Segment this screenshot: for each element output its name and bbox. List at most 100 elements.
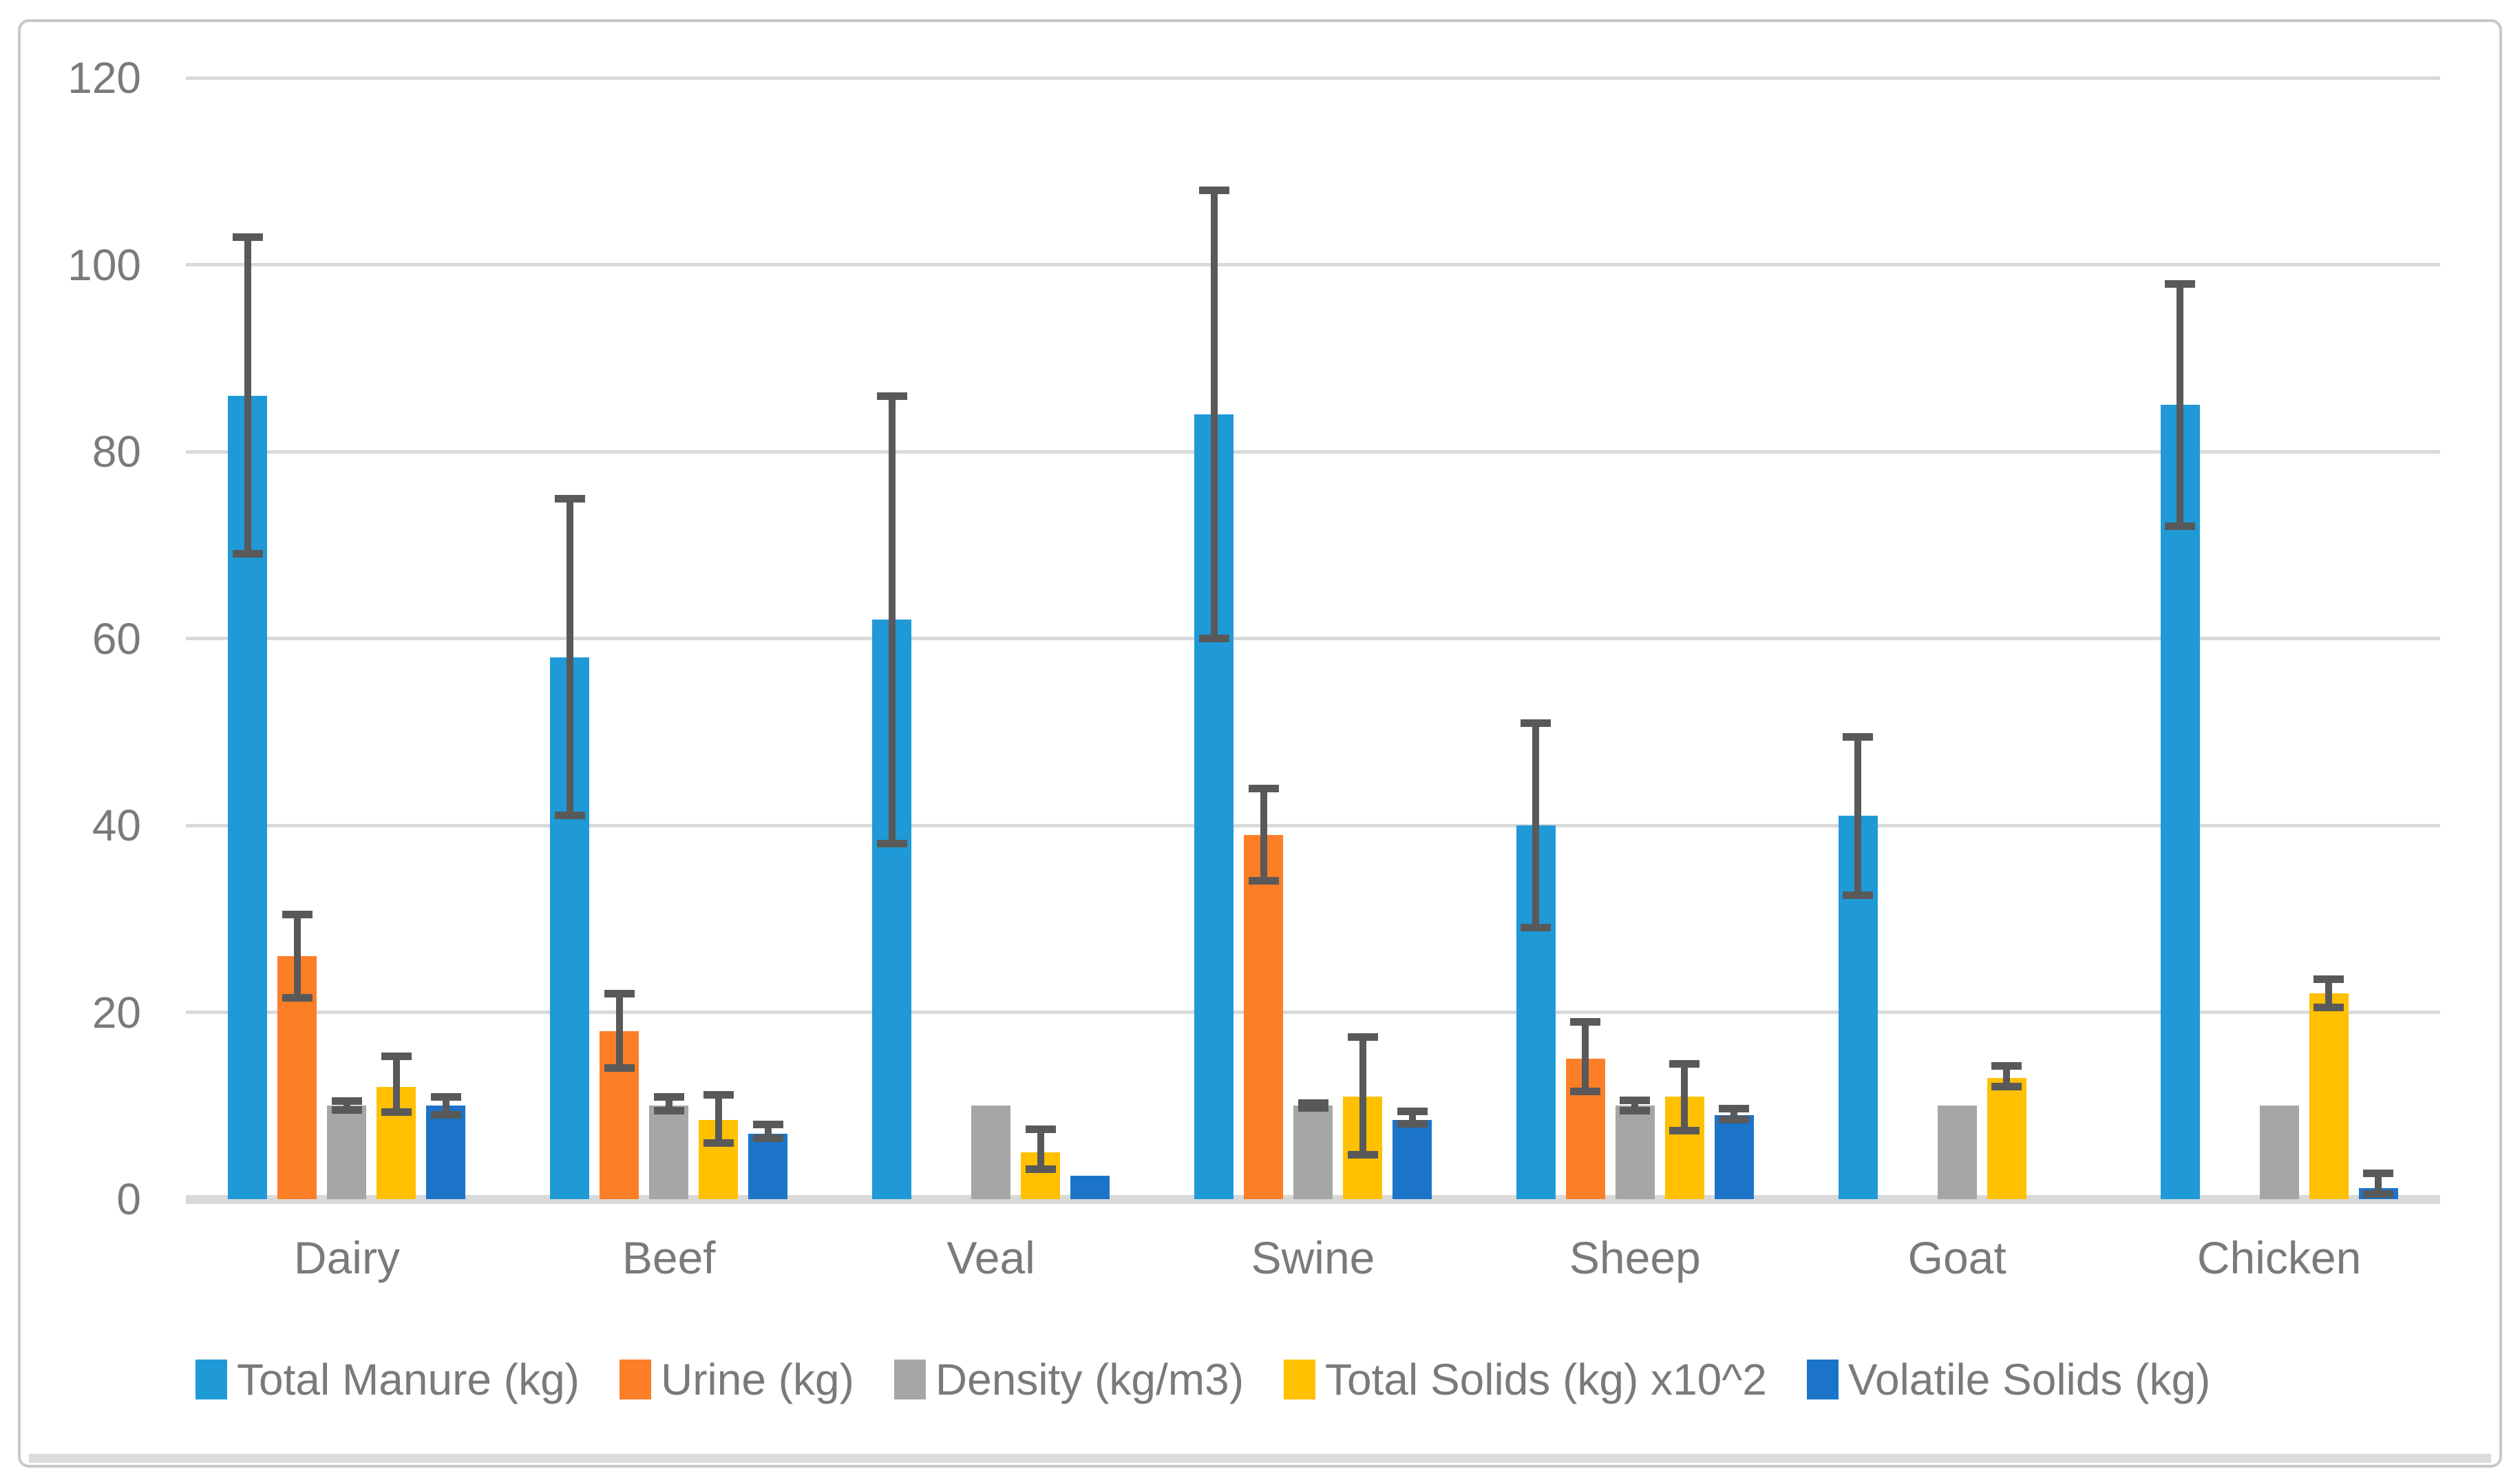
legend-marker-icon xyxy=(893,1360,926,1399)
x-category-label: Swine xyxy=(1251,1232,1375,1283)
error-bar-cap-bottom xyxy=(1298,1104,1328,1112)
error-bar-cap-top xyxy=(1719,1105,1750,1113)
x-category-label: Sheep xyxy=(1569,1232,1701,1283)
gridline xyxy=(186,263,2440,266)
error-bar-cap-bottom xyxy=(1669,1126,1700,1134)
error-bar-cap-top xyxy=(2313,975,2344,983)
error-bar-cap-top xyxy=(1198,186,1229,194)
bar-volatile-solids-kg-veal xyxy=(1070,1176,1110,1199)
error-bar-cap-top xyxy=(604,990,635,998)
bar-volatile-solids-kg-sheep xyxy=(1714,1114,1754,1199)
error-bar xyxy=(1532,722,1540,929)
error-bar-cap-top xyxy=(1347,1033,1378,1041)
error-bar-cap-top xyxy=(1248,784,1279,792)
error-bar-cap-bottom xyxy=(2313,1003,2344,1011)
y-tick-label: 80 xyxy=(92,427,141,476)
bottom-border-strip xyxy=(29,1454,2491,1463)
error-bar-cap-top xyxy=(703,1090,734,1099)
error-bar-cap-top xyxy=(1570,1018,1601,1026)
error-bar xyxy=(1260,787,1267,882)
error-bar xyxy=(1408,1111,1416,1125)
error-bar xyxy=(293,913,301,999)
error-bar-cap-bottom xyxy=(604,1064,635,1072)
bar-density-kg-m3-goat xyxy=(1937,1106,1977,1199)
error-bar-cap-top xyxy=(232,233,263,241)
error-bar-cap-bottom xyxy=(1521,924,1552,932)
y-tick-label: 60 xyxy=(92,613,141,664)
gridline xyxy=(186,823,2440,827)
error-bar-cap-top xyxy=(2165,279,2196,288)
legend-label: Total Manure (kg) xyxy=(237,1355,580,1404)
error-bar-cap-bottom xyxy=(232,550,263,558)
error-bar-cap-bottom xyxy=(1991,1083,2022,1091)
bar-density-kg-m3-swine xyxy=(1293,1106,1333,1199)
bar-density-kg-m3-sheep xyxy=(1615,1106,1655,1199)
legend-item: Total Manure (kg) xyxy=(195,1355,580,1404)
bar-total-solids-kg-x10-2-chicken xyxy=(2309,993,2349,1199)
error-bar xyxy=(442,1096,449,1115)
error-bar-cap-bottom xyxy=(653,1107,684,1115)
x-category-label: Beef xyxy=(622,1232,716,1283)
bar-urine-kg-swine xyxy=(1244,834,1283,1199)
error-bar-cap-bottom xyxy=(1025,1165,1056,1173)
error-bar-cap-bottom xyxy=(331,1106,362,1114)
error-bar xyxy=(392,1056,400,1112)
error-bar-cap-bottom xyxy=(282,994,313,1002)
error-bar-cap-bottom xyxy=(2165,522,2196,530)
error-bar-cap-top xyxy=(381,1053,412,1061)
error-bar xyxy=(343,1101,350,1111)
x-category-label: Goat xyxy=(1907,1232,2007,1283)
gridline xyxy=(186,1011,2440,1014)
error-bar-cap-top xyxy=(1620,1097,1651,1105)
error-bar-cap-top xyxy=(1025,1125,1056,1134)
error-bar-cap-top xyxy=(430,1092,461,1101)
bar-total-manure-kg-chicken xyxy=(2160,405,2200,1199)
bar-density-kg-m3-beef xyxy=(649,1106,689,1199)
error-bar-cap-bottom xyxy=(1620,1107,1651,1115)
gridline xyxy=(186,450,2440,454)
error-bar-cap-top xyxy=(653,1092,684,1101)
error-bar-cap-bottom xyxy=(703,1139,734,1147)
error-bar-cap-bottom xyxy=(876,840,907,848)
bar-volatile-solids-kg-dairy xyxy=(426,1106,466,1199)
error-bar-cap-top xyxy=(1298,1099,1328,1108)
legend-marker-icon xyxy=(195,1360,227,1399)
error-bar-cap-bottom xyxy=(1719,1115,1750,1123)
error-bar-cap-bottom xyxy=(1570,1087,1601,1095)
error-bar xyxy=(714,1094,722,1143)
bar-density-kg-m3-chicken xyxy=(2259,1106,2299,1199)
error-bar xyxy=(1730,1108,1738,1120)
error-bar-cap-bottom xyxy=(554,812,585,820)
legend-item: Total Solids (kg) x10^2 xyxy=(1284,1355,1767,1404)
error-bar xyxy=(1582,1022,1589,1092)
error-bar xyxy=(2325,978,2333,1008)
bar-density-kg-m3-dairy xyxy=(327,1106,367,1199)
error-bar-cap-bottom xyxy=(1397,1120,1428,1128)
error-bar-cap-bottom xyxy=(752,1134,783,1142)
error-bar-cap-top xyxy=(1397,1108,1428,1116)
error-bar-cap-bottom xyxy=(1347,1151,1378,1159)
error-bar xyxy=(615,993,623,1068)
error-bar-cap-bottom xyxy=(1843,891,1874,899)
bar-volatile-solids-kg-beef xyxy=(748,1133,788,1199)
error-bar-cap-top xyxy=(1991,1061,2022,1070)
error-bar-cap-top xyxy=(1669,1060,1700,1068)
error-bar-cap-top xyxy=(1843,733,1874,741)
error-bar-cap-top xyxy=(282,910,313,918)
error-bar xyxy=(1854,737,1862,896)
error-bar xyxy=(566,498,573,816)
error-bar xyxy=(1359,1036,1366,1156)
error-bar-cap-bottom xyxy=(2363,1190,2394,1198)
error-bar xyxy=(764,1124,772,1139)
y-tick-label: 20 xyxy=(92,987,141,1037)
error-bar-cap-top xyxy=(1521,719,1552,727)
error-bar xyxy=(888,395,896,845)
legend-item: Urine (kg) xyxy=(619,1355,854,1404)
legend-item: Density (kg/m3) xyxy=(893,1355,1244,1404)
error-bar-cap-top xyxy=(554,494,585,503)
legend-label: Density (kg/m3) xyxy=(935,1355,1244,1404)
error-bar-cap-bottom xyxy=(430,1110,461,1119)
bar-volatile-solids-kg-swine xyxy=(1393,1119,1432,1199)
y-tick-label: 100 xyxy=(67,240,141,290)
